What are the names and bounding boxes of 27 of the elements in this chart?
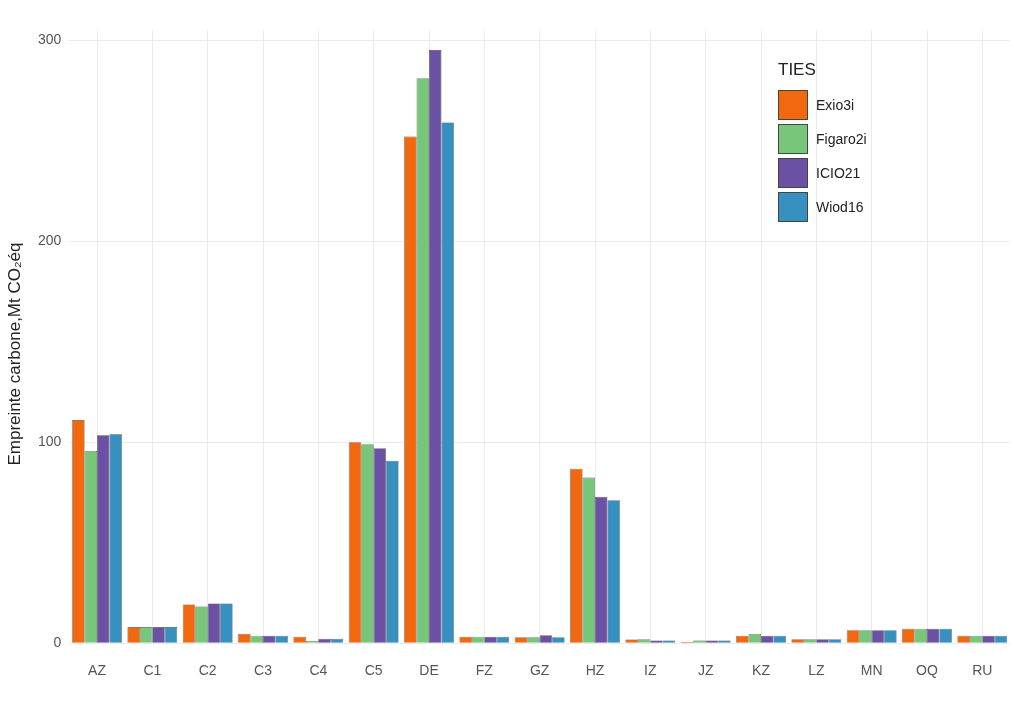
y-tick-label: 300 bbox=[38, 30, 62, 47]
x-tick-label: DE bbox=[419, 662, 439, 679]
legend-label: Exio3i bbox=[816, 97, 855, 113]
x-tick-label: HZ bbox=[585, 662, 605, 679]
x-tick-label: GZ bbox=[529, 662, 550, 679]
y-axis-title: Empreinte carbone,Mt CO₂éq bbox=[5, 242, 25, 466]
legend-label: Figaro2i bbox=[816, 131, 867, 147]
x-tick-label: OQ bbox=[916, 662, 938, 679]
x-tick-label: MN bbox=[860, 662, 883, 679]
x-tick-label: KZ bbox=[752, 662, 771, 679]
x-tick-label: C1 bbox=[143, 662, 162, 679]
legend-label: ICIO21 bbox=[816, 165, 861, 181]
x-tick-label: RU bbox=[972, 662, 993, 679]
legend-label: Wiod16 bbox=[816, 199, 864, 215]
x-tick-label: JZ bbox=[697, 662, 714, 679]
x-tick-label: C4 bbox=[309, 662, 328, 679]
x-tick-label: IZ bbox=[644, 662, 658, 679]
x-tick-label: FZ bbox=[475, 662, 494, 679]
x-tick-label: C5 bbox=[364, 662, 383, 679]
legend-title: TIES bbox=[778, 60, 817, 80]
x-tick-label: AZ bbox=[88, 662, 107, 679]
y-tick-label: 100 bbox=[38, 433, 62, 450]
y-tick-label: 200 bbox=[38, 231, 62, 248]
x-tick-label: C2 bbox=[198, 662, 217, 679]
x-tick-label: LZ bbox=[808, 662, 825, 679]
x-tick-label: C3 bbox=[254, 662, 273, 679]
y-tick-label: 0 bbox=[53, 634, 62, 651]
